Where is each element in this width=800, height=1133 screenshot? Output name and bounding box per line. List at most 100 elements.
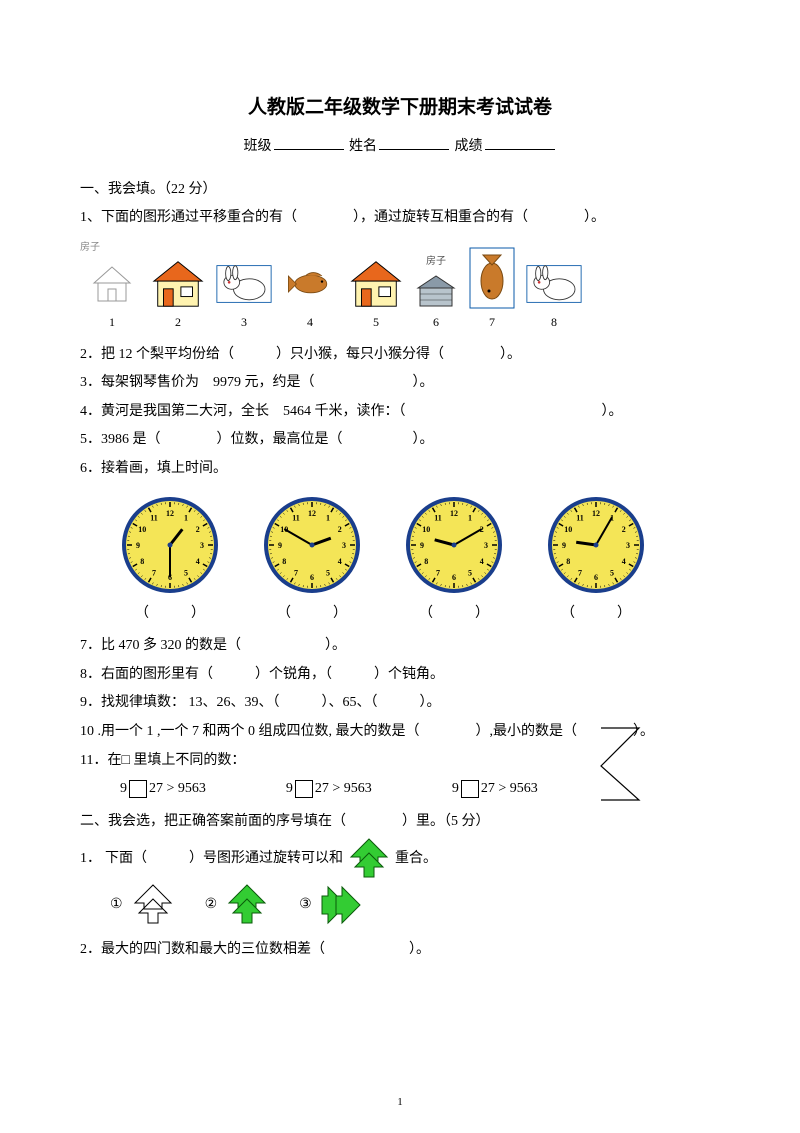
section-2-heading: 二、我会选，把正确答案前面的序号填在（ ）里。（5 分） [80,809,720,836]
img-num-4: 4 [307,311,313,334]
svg-text:8: 8 [424,557,428,566]
clock-2-paren: （ ） [277,601,347,628]
fill-box[interactable] [461,780,479,798]
svg-text:3: 3 [484,541,488,550]
svg-text:3: 3 [342,541,346,550]
rabbit-icon [216,259,272,309]
s2q1-text: 下面（ ）号图形通过旋转可以和 [105,846,343,873]
clock-1-paren: （ ） [135,601,205,628]
svg-text:10: 10 [138,525,146,534]
svg-text:11: 11 [292,513,300,522]
svg-text:6: 6 [310,573,314,582]
q11-item-3: 927 > 9563 [452,776,538,803]
fill-box[interactable] [129,780,147,798]
svg-text:12: 12 [450,509,458,518]
svg-text:9: 9 [278,541,282,550]
opt-3-label: ③ [299,892,312,919]
svg-text:9: 9 [562,541,566,550]
opt-2-label: ② [205,892,218,919]
fill-box[interactable] [295,780,313,798]
img-num-2: 2 [175,311,181,334]
svg-text:4: 4 [196,557,200,566]
svg-text:8: 8 [140,557,144,566]
fish-rotated-icon [468,247,516,309]
svg-text:5: 5 [326,568,330,577]
student-info: 班级 姓名 成绩 [80,134,720,161]
svg-text:6: 6 [594,573,598,582]
clock-row: 121234567891011 （ ） 121234567891011 （ ） … [120,495,720,628]
question-7: 7．比 470 多 320 的数是（ ）。 [80,633,720,660]
s2-question-2: 2．最大的四门数和最大的三位数相差（ ）。 [80,937,720,964]
svg-text:8: 8 [566,557,570,566]
img-num-8: 8 [551,311,557,334]
q11-item-2: 927 > 9563 [286,776,372,803]
svg-text:1: 1 [468,513,472,522]
svg-text:1: 1 [184,513,188,522]
clock-3-icon: 121234567891011 [404,495,504,595]
svg-text:12: 12 [166,509,174,518]
svg-text:1: 1 [326,513,330,522]
fish-icon [282,259,338,309]
svg-text:10: 10 [564,525,572,534]
blank-class[interactable] [274,136,344,150]
arrow-up-green-icon [225,883,269,927]
question-1: 1、下面的图形通过平移重合的有（ ），通过旋转互相重合的有（ ）。 [80,205,720,232]
house-orange-icon [150,259,206,309]
arrow-right-green-icon [320,883,364,927]
label-name: 姓名 [349,139,377,154]
clock-4-icon: 121234567891011 [546,495,646,595]
svg-text:4: 4 [622,557,626,566]
blank-score[interactable] [485,136,555,150]
svg-text:4: 4 [480,557,484,566]
svg-text:2: 2 [338,525,342,534]
svg-text:12: 12 [592,509,600,518]
svg-text:11: 11 [576,513,584,522]
question-5: 5．3986 是（ ）位数，最高位是（ ）。 [80,427,720,454]
clock-2-icon: 121234567891011 [262,495,362,595]
img-num-3: 3 [241,311,247,334]
blank-name[interactable] [379,136,449,150]
svg-text:11: 11 [434,513,442,522]
opt-3: ③ [299,883,364,927]
angle-shape-icon [595,726,645,802]
svg-text:6: 6 [452,573,456,582]
page-title: 人教版二年级数学下册期末考试试卷 [80,90,720,126]
img-num-6: 6 [433,311,439,334]
opt-1: ① [110,883,175,927]
svg-text:5: 5 [184,568,188,577]
img-num-7: 7 [489,311,495,334]
label-class: 班级 [244,139,272,154]
question-8: 8．右面的图形里有（ ）个锐角，（ ）个钝角。 [80,662,720,689]
svg-text:2: 2 [196,525,200,534]
s2q1-options: ① ② ③ [110,883,720,927]
opt-2: ② [205,883,270,927]
img-num-1: 1 [109,311,115,334]
rabbit-icon-2 [526,259,582,309]
house-label-6: 房子 [426,252,446,271]
svg-text:12: 12 [308,509,316,518]
svg-text:5: 5 [468,568,472,577]
svg-text:9: 9 [136,541,140,550]
img-num-5: 5 [373,311,379,334]
s2q1-tail: 重合。 [395,846,437,873]
house-label-1: 房子 [80,238,100,257]
svg-text:9: 9 [420,541,424,550]
house-small-icon [84,259,140,309]
arrow-up-outline-icon [131,883,175,927]
question-6: 6．接着画，填上时间。 [80,456,720,483]
house-orange-icon-2 [348,259,404,309]
section-1-heading: 一、我会填。（22 分） [80,177,720,204]
question-9: 9．找规律填数： 13、26、39、（ ）、65、（ ）。 [80,690,720,717]
house-small-icon-2 [414,273,458,309]
svg-text:4: 4 [338,557,342,566]
image-row: 房子 1 2 3 4 5 房子 6 [80,238,720,334]
question-4: 4．黄河是我国第二大河，全长 5464 千米，读作：（ ）。 [80,399,720,426]
opt-1-label: ① [110,892,123,919]
question-3: 3．每架钢琴售价为 9979 元，约是（ ）。 [80,370,720,397]
clock-1-icon: 121234567891011 [120,495,220,595]
svg-text:10: 10 [422,525,430,534]
svg-text:8: 8 [282,557,286,566]
svg-text:11: 11 [150,513,158,522]
svg-text:5: 5 [610,568,614,577]
svg-text:7: 7 [294,568,298,577]
